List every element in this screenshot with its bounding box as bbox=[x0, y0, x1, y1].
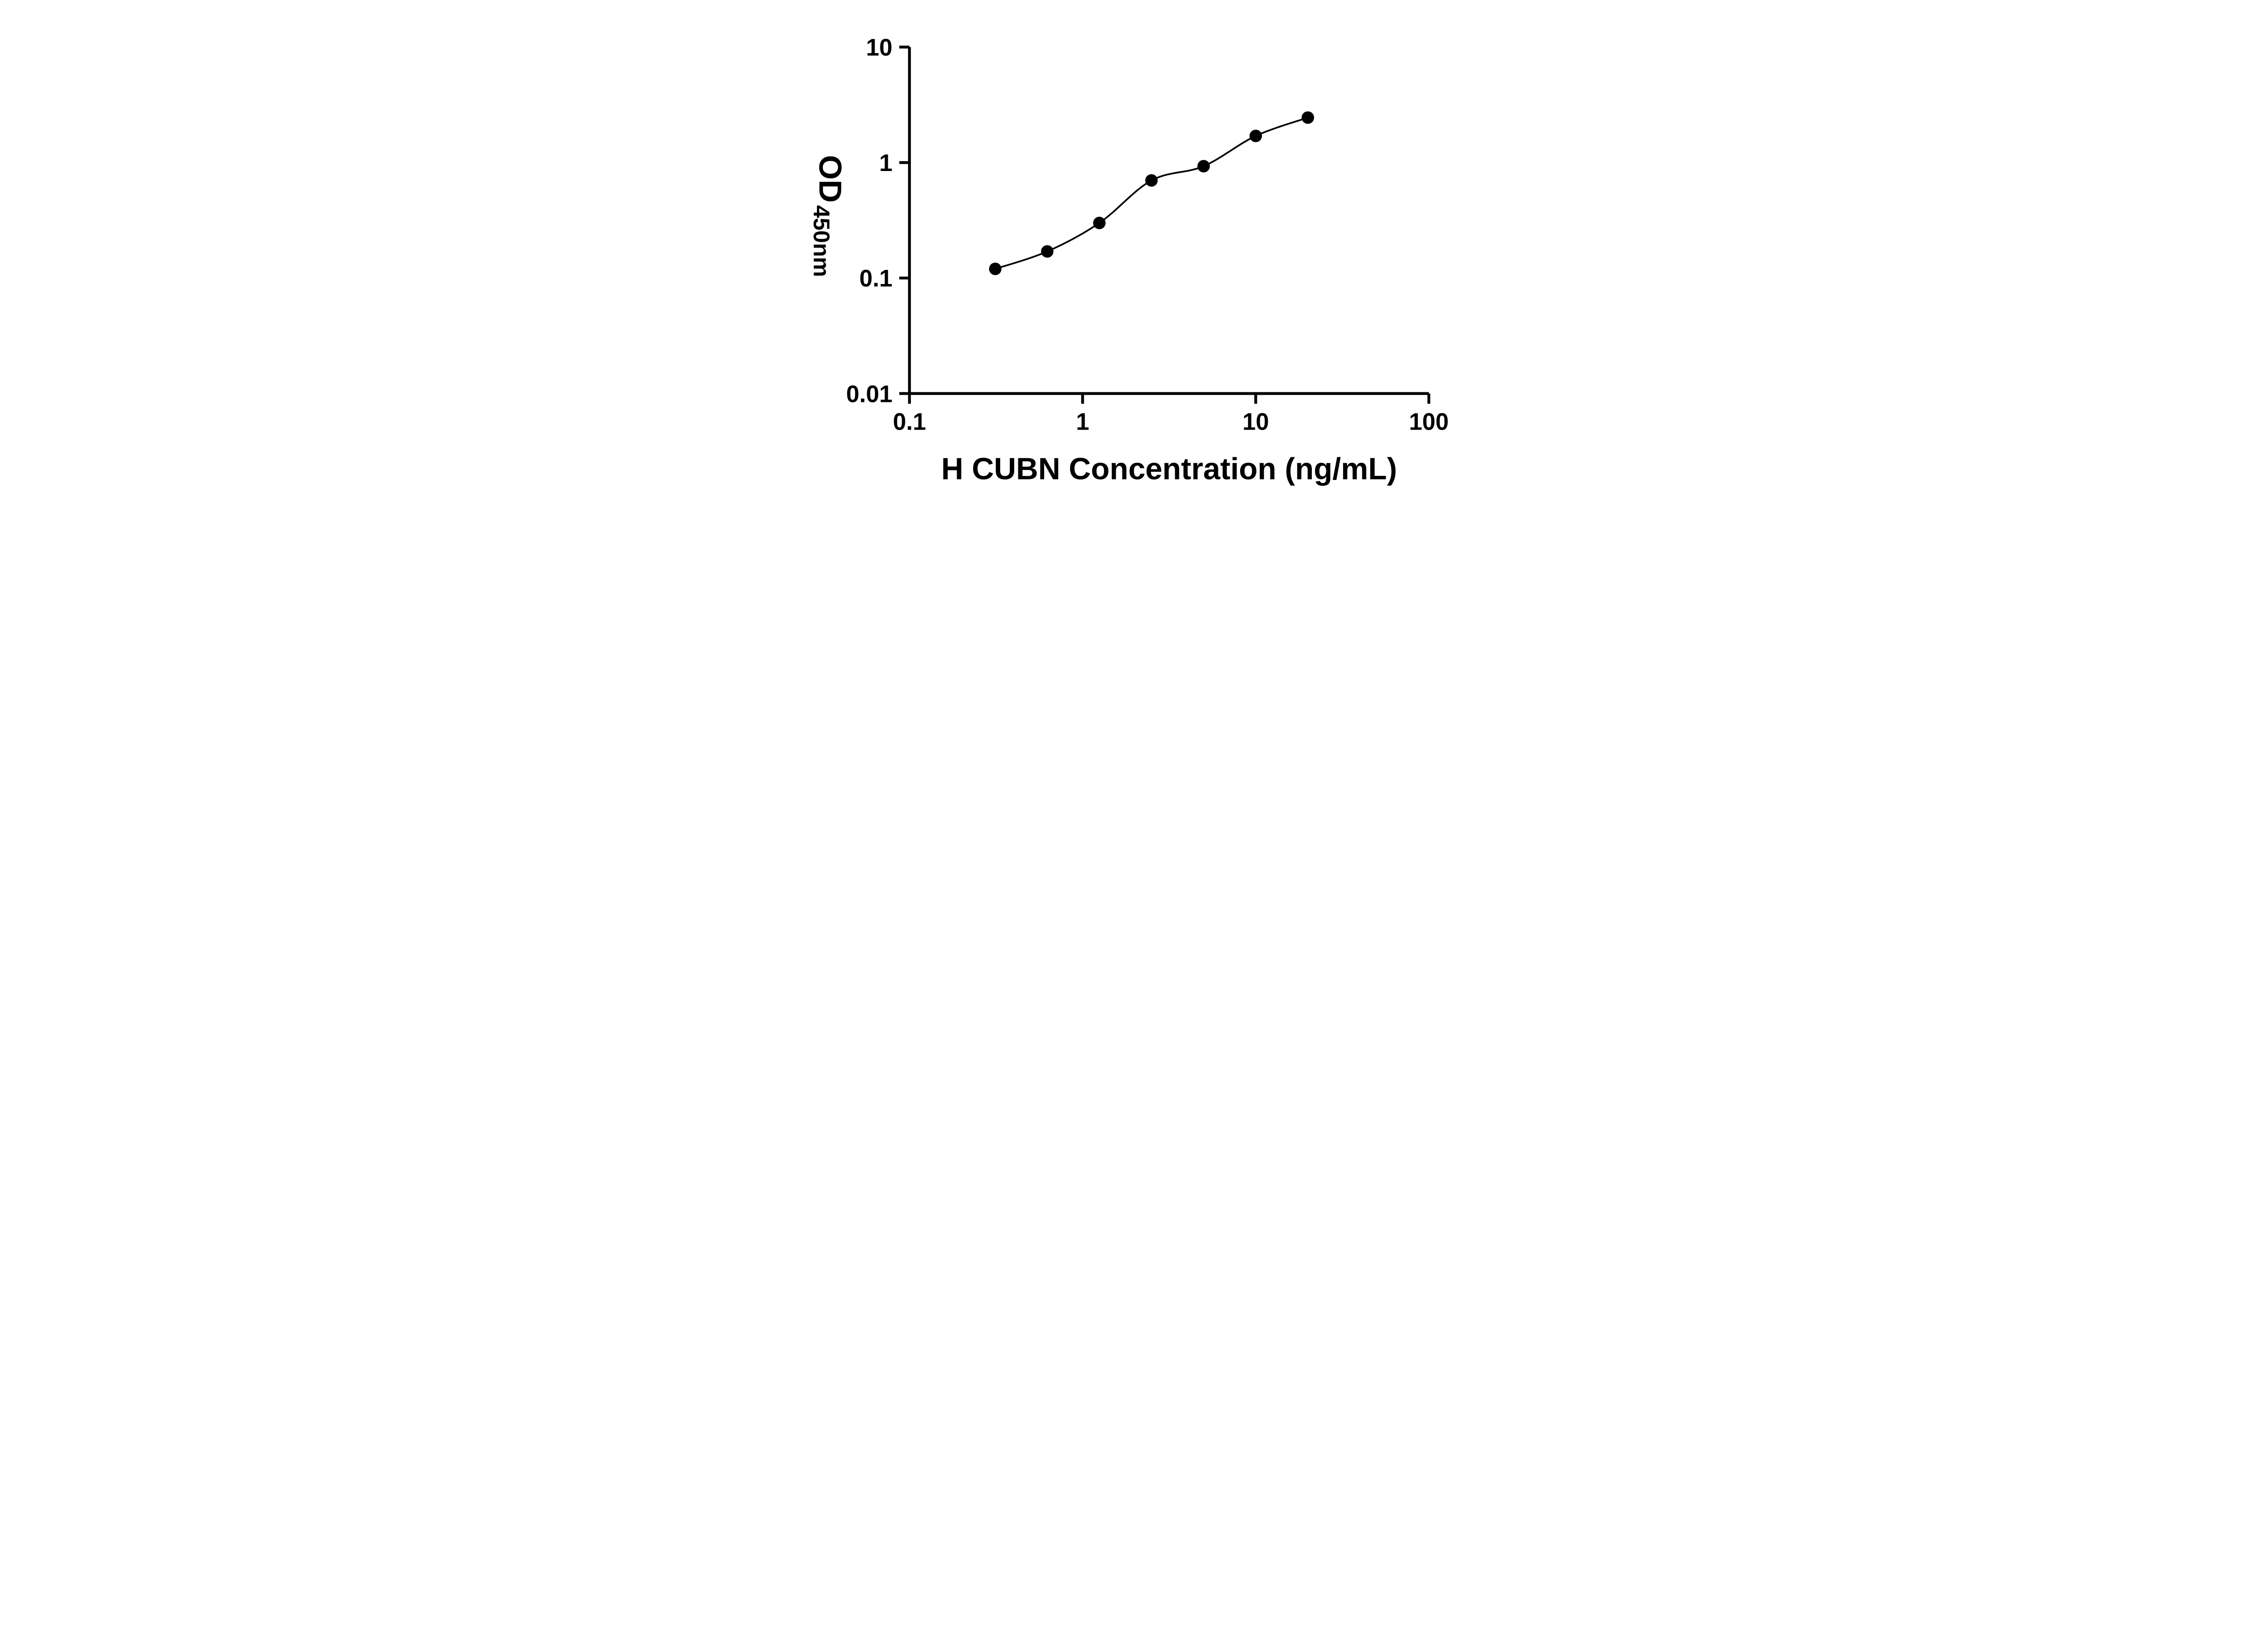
fit-curve bbox=[995, 117, 1308, 270]
data-point-marker bbox=[1093, 216, 1106, 230]
x-tick-label: 0.1 bbox=[893, 409, 926, 435]
x-tick-label: 100 bbox=[1409, 409, 1449, 435]
data-point-marker bbox=[1145, 174, 1158, 187]
y-axis-title-main: OD bbox=[812, 155, 848, 203]
plot-series-group bbox=[989, 111, 1314, 275]
y-tick-label: 1 bbox=[879, 150, 892, 176]
x-axis-title: H CUBN Concentration (ng/mL) bbox=[941, 452, 1397, 486]
y-tick-label: 0.1 bbox=[860, 265, 893, 292]
y-tick-label: 0.01 bbox=[846, 381, 892, 407]
data-point-marker bbox=[1301, 111, 1314, 124]
data-point-marker bbox=[1197, 160, 1210, 173]
x-tick-label: 10 bbox=[1242, 409, 1269, 435]
data-point-marker bbox=[1041, 245, 1054, 258]
y-axis-title: OD 450nm bbox=[809, 155, 848, 277]
y-tick-label: 10 bbox=[866, 34, 892, 61]
y-axis-title-subscript: 450nm bbox=[809, 205, 834, 277]
x-tick-label: 1 bbox=[1076, 409, 1089, 435]
data-point-marker bbox=[989, 263, 1002, 275]
elisa-standard-curve-figure: 0.01 0.1 1 10 0.1 1 10 100 H CUBN Concentration… bbox=[771, 0, 1497, 508]
data-point-marker bbox=[1249, 129, 1262, 142]
